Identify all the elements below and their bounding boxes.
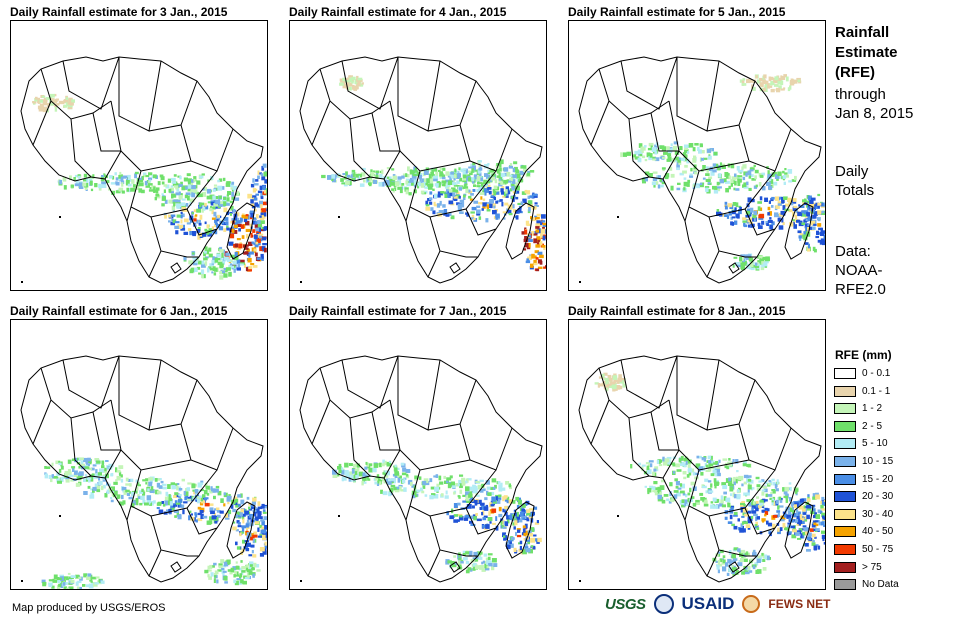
side-through: through bbox=[835, 86, 886, 103]
legend-label: 0.1 - 1 bbox=[862, 385, 891, 397]
panel-title-jan5: Daily Rainfall estimate for 5 Jan., 2015 bbox=[568, 5, 786, 19]
legend-class-7: 20 - 30 bbox=[834, 490, 893, 503]
map-credit: Map produced by USGS/EROS bbox=[12, 602, 166, 614]
legend-swatch bbox=[834, 508, 856, 520]
side-through-date: Jan 8, 2015 bbox=[835, 105, 914, 122]
legend-swatch bbox=[834, 491, 856, 503]
panel-title-jan7: Daily Rainfall estimate for 7 Jan., 2015 bbox=[289, 304, 507, 318]
legend-swatch bbox=[834, 456, 856, 467]
legend-class-12: No Data bbox=[834, 578, 899, 591]
legend-class-2: 1 - 2 bbox=[834, 402, 882, 415]
legend-class-6: 15 - 20 bbox=[834, 473, 893, 486]
island-marker bbox=[300, 580, 302, 582]
africa-outline bbox=[299, 355, 543, 583]
map-panel-jan4 bbox=[289, 20, 547, 291]
legend-label: 40 - 50 bbox=[862, 526, 894, 538]
legend-swatch bbox=[834, 561, 856, 573]
legend-swatch bbox=[834, 403, 856, 415]
legend-label: 15 - 20 bbox=[862, 473, 894, 485]
island-marker bbox=[338, 216, 340, 218]
rainfall-field bbox=[41, 457, 267, 589]
panel-title-jan4: Daily Rainfall estimate for 4 Jan., 2015 bbox=[289, 5, 507, 19]
map-panel-jan8 bbox=[568, 319, 826, 590]
side-data-source-2: RFE2.0 bbox=[835, 281, 886, 298]
legend-swatch bbox=[834, 420, 856, 432]
legend-swatch bbox=[834, 438, 856, 450]
legend-label: No Data bbox=[862, 579, 899, 591]
africa-outline bbox=[578, 355, 822, 583]
usaid-seal-icon bbox=[653, 594, 674, 614]
side-data-label: Data: bbox=[835, 243, 871, 260]
island-marker bbox=[300, 281, 302, 283]
logo-strip: USGS USAID FEWS NET bbox=[605, 594, 830, 614]
rainfall-field bbox=[32, 93, 267, 280]
legend-label: 10 - 15 bbox=[862, 456, 894, 467]
legend-label: 0 - 0.1 bbox=[862, 368, 891, 379]
legend-class-3: 2 - 5 bbox=[834, 420, 882, 433]
legend-class-9: 40 - 50 bbox=[834, 525, 893, 538]
island-marker bbox=[617, 216, 619, 218]
legend-class-4: 5 - 10 bbox=[834, 437, 888, 450]
side-heading-rfe: (RFE) bbox=[835, 64, 875, 81]
usgs-logo: USGS bbox=[605, 595, 646, 613]
panel-title-jan8: Daily Rainfall estimate for 8 Jan., 2015 bbox=[568, 304, 786, 318]
legend-class-5: 10 - 15 bbox=[834, 455, 893, 468]
usaid-logo: USAID bbox=[681, 594, 735, 613]
legend-class-0: 0 - 0.1 bbox=[834, 367, 890, 380]
africa-outline bbox=[299, 56, 543, 284]
panel-title-jan3: Daily Rainfall estimate for 3 Jan., 2015 bbox=[10, 5, 228, 19]
fewsnet-seal-icon bbox=[742, 595, 761, 613]
rainfall-field bbox=[620, 74, 825, 271]
legend-class-8: 30 - 40 bbox=[834, 508, 893, 521]
side-totals: Totals bbox=[835, 182, 875, 199]
legend-swatch bbox=[834, 368, 856, 379]
fewsnet-logo: FEWS NET bbox=[768, 597, 831, 611]
island-marker bbox=[59, 216, 61, 218]
legend-label: > 75 bbox=[862, 561, 882, 573]
rainfall-field bbox=[321, 75, 546, 272]
map-panel-jan6 bbox=[10, 319, 268, 590]
island-marker bbox=[338, 515, 340, 517]
legend-swatch bbox=[834, 579, 856, 591]
side-heading-estimate: Estimate bbox=[835, 44, 898, 61]
map-panel-jan7 bbox=[289, 319, 547, 590]
legend-class-10: 50 - 75 bbox=[834, 543, 893, 556]
legend-label: 2 - 5 bbox=[862, 420, 883, 432]
map-panel-jan5 bbox=[568, 20, 826, 291]
legend-class-11: > 75 bbox=[834, 561, 882, 574]
africa-outline bbox=[578, 56, 822, 284]
island-marker bbox=[617, 515, 619, 517]
side-data-source-1: NOAA- bbox=[835, 262, 883, 279]
legend-swatch bbox=[834, 544, 856, 555]
legend-swatch bbox=[834, 526, 856, 538]
legend-label: 20 - 30 bbox=[862, 491, 894, 503]
island-marker bbox=[579, 580, 581, 582]
legend-label: 5 - 10 bbox=[862, 438, 888, 450]
legend-class-1: 0.1 - 1 bbox=[834, 385, 890, 398]
island-marker bbox=[21, 281, 23, 283]
legend-label: 30 - 40 bbox=[862, 508, 894, 520]
africa-outline bbox=[20, 56, 264, 284]
island-marker bbox=[21, 580, 23, 582]
legend-title: RFE (mm) bbox=[835, 348, 892, 362]
side-daily: Daily bbox=[835, 163, 869, 180]
side-heading-rainfall: Rainfall bbox=[835, 24, 890, 41]
legend-swatch bbox=[834, 385, 856, 397]
island-marker bbox=[579, 281, 581, 283]
legend-label: 50 - 75 bbox=[862, 544, 894, 555]
island-marker bbox=[59, 515, 61, 517]
africa-outline bbox=[20, 355, 264, 583]
legend-label: 1 - 2 bbox=[862, 403, 883, 415]
rainfall-field bbox=[594, 372, 825, 576]
map-panel-jan3 bbox=[10, 20, 268, 291]
panel-title-jan6: Daily Rainfall estimate for 6 Jan., 2015 bbox=[10, 304, 228, 318]
legend-swatch bbox=[834, 473, 856, 485]
